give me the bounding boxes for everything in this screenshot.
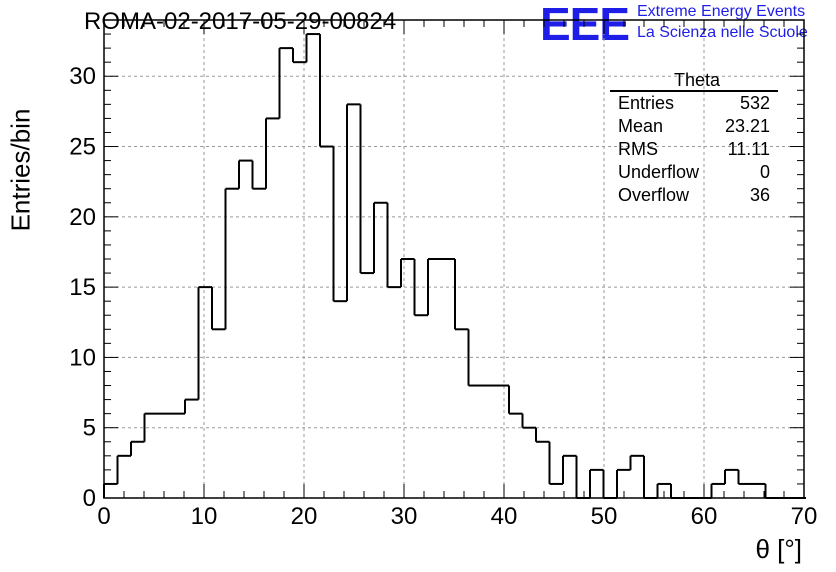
stat-value: 11.11 [727, 139, 770, 159]
stat-value: 23.21 [724, 116, 770, 136]
stat-value: 532 [739, 93, 770, 113]
stat-value: 0 [759, 162, 770, 182]
eee-logo: EEE Extreme Energy Events La Scienza nel… [540, 0, 836, 48]
stat-name: RMS [618, 139, 658, 159]
stat-value: 36 [749, 185, 770, 205]
x-tick-label: 30 [391, 503, 418, 530]
x-tick-label: 50 [591, 503, 618, 530]
logo-subtitle-line1: Extreme Energy Events [637, 3, 806, 20]
stat-name: Overflow [618, 185, 690, 205]
y-tick-label: 20 [69, 204, 96, 231]
x-tick-label: 0 [97, 503, 110, 530]
logo-subtitle-line2: La Scienza nelle Scuole [637, 24, 808, 41]
stat-row-entries: Entries 532 [610, 92, 778, 115]
y-tick-label: 0 [83, 485, 96, 512]
y-tick-label: 5 [83, 415, 96, 442]
y-tick-label: 15 [69, 274, 96, 301]
stat-row-mean: Mean 23.21 [610, 115, 778, 138]
tick-labels: 0 10 20 30 40 50 60 70 0 5 10 15 20 25 30 [69, 63, 817, 530]
y-tick-label: 30 [69, 63, 96, 90]
stat-row-overflow: Overflow 36 [610, 184, 778, 207]
axes [103, 19, 805, 499]
x-axis-label: θ [°] [755, 534, 802, 564]
stat-row-rms: RMS 11.11 [610, 138, 778, 161]
y-tick-label: 25 [69, 134, 96, 161]
x-tick-label: 40 [491, 503, 518, 530]
stats-title: Theta [610, 70, 778, 92]
stat-name: Mean [618, 116, 664, 136]
x-tick-label: 20 [291, 503, 318, 530]
x-tick-label: 70 [791, 503, 818, 530]
stats-box: Theta Entries 532 Mean 23.21 RMS 11.11 U… [610, 70, 778, 207]
x-tick-label: 10 [191, 503, 218, 530]
stat-name: Entries [618, 93, 675, 113]
x-tick-label: 60 [691, 503, 718, 530]
stat-name: Underflow [618, 162, 700, 182]
stat-row-underflow: Underflow 0 [610, 161, 778, 184]
eee-logo-mark: EEE [540, 0, 630, 50]
y-tick-label: 10 [69, 344, 96, 371]
grid-lines [104, 20, 804, 498]
